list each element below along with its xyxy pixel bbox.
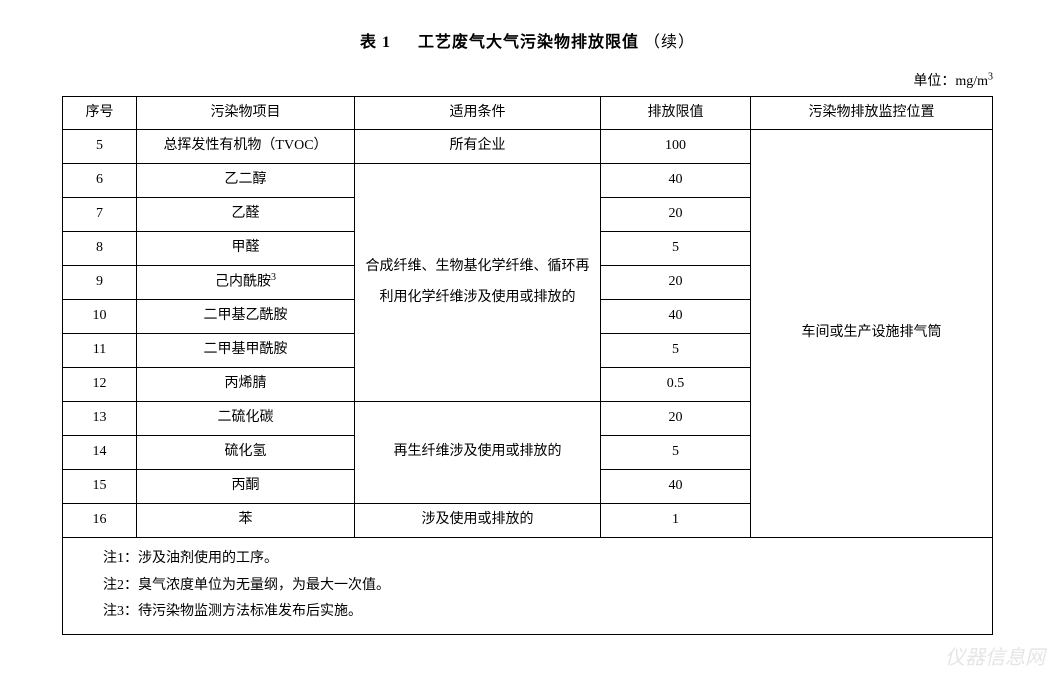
cell-pollutant: 苯: [137, 504, 355, 538]
cell-limit: 5: [601, 436, 751, 470]
cell-pollutant: 总挥发性有机物（TVOC）: [137, 130, 355, 164]
footnote: 注3：待污染物监测方法标准发布后实施。: [103, 599, 972, 626]
cell-condition-merged: 合成纤维、生物基化学纤维、循环再利用化学纤维涉及使用或排放的: [355, 164, 601, 402]
cell-seq: 9: [63, 266, 137, 300]
cell-seq: 15: [63, 470, 137, 504]
table-row: 5 总挥发性有机物（TVOC） 所有企业 100 车间或生产设施排气筒: [63, 130, 993, 164]
footnotes-row: 注1：涉及油剂使用的工序。 注2：臭气浓度单位为无量纲，为最大一次值。 注3：待…: [63, 538, 993, 635]
title-label: 表 1: [360, 34, 391, 51]
cell-pollutant: 甲醛: [137, 232, 355, 266]
cell-limit: 40: [601, 470, 751, 504]
cell-seq: 16: [63, 504, 137, 538]
cell-pollutant: 丙酮: [137, 470, 355, 504]
cell-pollutant: 二硫化碳: [137, 402, 355, 436]
cell-limit: 20: [601, 402, 751, 436]
cell-limit: 40: [601, 164, 751, 198]
unit-value: mg/m: [955, 74, 988, 89]
cell-condition: 所有企业: [355, 130, 601, 164]
cell-limit: 40: [601, 300, 751, 334]
cell-pollutant: 二甲基乙酰胺: [137, 300, 355, 334]
cell-seq: 12: [63, 368, 137, 402]
cell-limit: 0.5: [601, 368, 751, 402]
cell-limit: 1: [601, 504, 751, 538]
cell-limit: 5: [601, 232, 751, 266]
table-header-row: 序号 污染物项目 适用条件 排放限值 污染物排放监控位置: [63, 97, 993, 130]
cell-pollutant: 硫化氢: [137, 436, 355, 470]
cell-pollutant: 丙烯腈: [137, 368, 355, 402]
superscript: 3: [271, 272, 276, 283]
cell-seq: 11: [63, 334, 137, 368]
unit-line: 单位：mg/m3: [62, 70, 993, 90]
header-condition: 适用条件: [355, 97, 601, 130]
cell-limit: 20: [601, 198, 751, 232]
cell-limit: 5: [601, 334, 751, 368]
cell-limit: 100: [601, 130, 751, 164]
table-title: 表 1 工艺废气大气污染物排放限值 （续）: [62, 28, 993, 52]
cell-condition: 涉及使用或排放的: [355, 504, 601, 538]
cell-seq: 8: [63, 232, 137, 266]
cell-seq: 14: [63, 436, 137, 470]
cell-pollutant: 己内酰胺3: [137, 266, 355, 300]
header-seq: 序号: [63, 97, 137, 130]
unit-exponent: 3: [988, 71, 993, 82]
cell-seq: 6: [63, 164, 137, 198]
header-limit: 排放限值: [601, 97, 751, 130]
cell-pollutant: 乙醛: [137, 198, 355, 232]
watermark: 仪器信息网: [945, 641, 1045, 670]
cell-pollutant: 乙二醇: [137, 164, 355, 198]
cell-location-merged: 车间或生产设施排气筒: [751, 130, 993, 538]
cell-seq: 5: [63, 130, 137, 164]
unit-prefix: 单位：: [913, 74, 955, 89]
cell-seq: 10: [63, 300, 137, 334]
footnotes-cell: 注1：涉及油剂使用的工序。 注2：臭气浓度单位为无量纲，为最大一次值。 注3：待…: [63, 538, 993, 635]
cell-pollutant: 二甲基甲酰胺: [137, 334, 355, 368]
header-pollutant: 污染物项目: [137, 97, 355, 130]
cell-seq: 7: [63, 198, 137, 232]
title-text: 工艺废气大气污染物排放限值: [418, 34, 639, 51]
emission-limits-table: 序号 污染物项目 适用条件 排放限值 污染物排放监控位置 5 总挥发性有机物（T…: [62, 96, 993, 635]
footnote: 注2：臭气浓度单位为无量纲，为最大一次值。: [103, 573, 972, 600]
title-suffix: （续）: [644, 34, 695, 51]
cell-limit: 20: [601, 266, 751, 300]
header-location: 污染物排放监控位置: [751, 97, 993, 130]
cell-seq: 13: [63, 402, 137, 436]
cell-condition-merged: 再生纤维涉及使用或排放的: [355, 402, 601, 504]
footnote: 注1：涉及油剂使用的工序。: [103, 546, 972, 573]
